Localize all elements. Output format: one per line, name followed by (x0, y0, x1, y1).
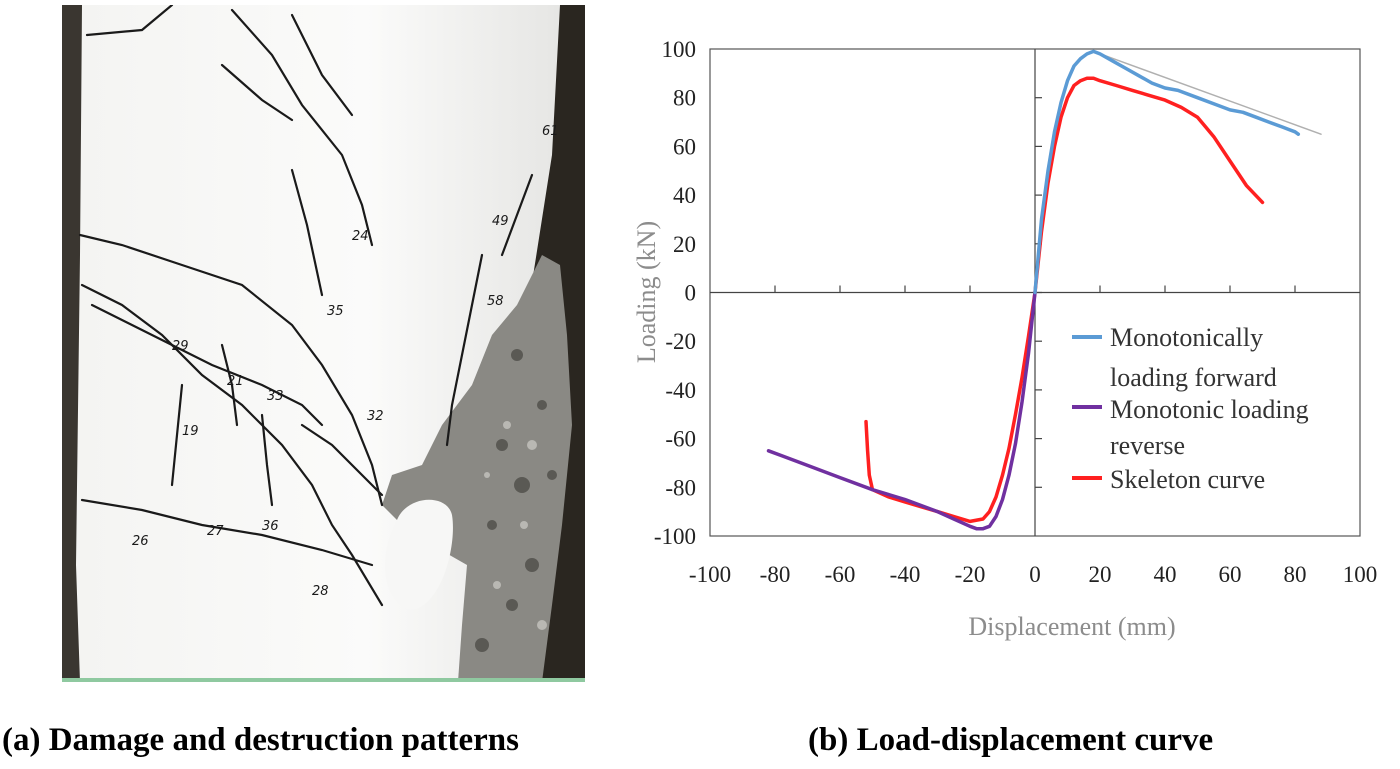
caption-damage-patterns: (a) Damage and destruction patterns (2, 722, 519, 758)
crushed-concrete (382, 255, 572, 682)
svg-text:21: 21 (227, 374, 244, 389)
y-tick-label: -100 (654, 524, 696, 549)
svg-text:24: 24 (352, 229, 369, 244)
x-axis-title: Displacement (mm) (968, 612, 1175, 641)
x-tick-label: 20 (1089, 562, 1112, 587)
x-tick-label: -60 (825, 562, 856, 587)
y-tick-label: 100 (662, 37, 697, 62)
svg-text:26: 26 (132, 534, 149, 549)
legend-label-skeleton: Skeleton curve (1110, 465, 1265, 494)
load-displacement-chart: -100 -80 -60 -40 -20 0 20 40 60 80 100 100 80 60 40 20 0… (632, 37, 1377, 641)
svg-text:58: 58 (487, 294, 504, 309)
x-tick-label: -20 (955, 562, 986, 587)
data-series (766, 49, 1322, 531)
svg-text:36: 36 (262, 519, 279, 534)
y-tick-label: 0 (685, 281, 697, 306)
legend: Monotonically loading forward Monotonic … (1072, 323, 1309, 494)
x-tick-label: 80 (1284, 562, 1307, 587)
y-tick-label: 60 (673, 134, 696, 159)
svg-text:27: 27 (207, 524, 224, 539)
legend-label-reverse-line1: Monotonic loading (1110, 395, 1309, 424)
y-tick-label: -60 (665, 427, 696, 452)
svg-text:29: 29 (172, 339, 189, 354)
y-tick-label: -20 (665, 329, 696, 354)
y-tick-label: -80 (665, 475, 696, 500)
series-line-skeleton-curve (864, 76, 1265, 524)
x-tick-label: 100 (1343, 562, 1378, 587)
y-axis-title: Loading (kN) (632, 221, 661, 363)
svg-text:61: 61 (542, 124, 559, 139)
y-tick-label: 80 (673, 86, 696, 111)
x-tick-label: 40 (1154, 562, 1177, 587)
y-tick-label: 40 (673, 183, 696, 208)
series-line-monotonic-loading-reverse (766, 290, 1037, 531)
tick-labels: -100 -80 -60 -40 -20 0 20 40 60 80 100 100 80 60 40 20 0… (654, 37, 1377, 587)
svg-text:35: 35 (327, 304, 344, 319)
x-tick-label: -80 (760, 562, 791, 587)
x-tick-label: -100 (689, 562, 731, 587)
y-tick-label: 20 (673, 232, 696, 257)
svg-text:19: 19 (182, 424, 199, 439)
y-tick-label: -40 (665, 378, 696, 403)
legend-label-reverse-line2: reverse (1110, 431, 1185, 460)
svg-text:33: 33 (267, 389, 284, 404)
series-line-envelope-reference-line (1092, 50, 1322, 135)
caption-load-displacement: (b) Load-displacement curve (808, 722, 1214, 758)
x-tick-label: -40 (890, 562, 921, 587)
legend-label-forward-line1: Monotonically (1110, 323, 1263, 352)
svg-text:32: 32 (367, 409, 384, 424)
specimen-damage-photo: 24 35 49 58 61 29 21 19 26 27 33 36 28 3… (62, 5, 585, 682)
series-line-monotonically-loading-forward (1033, 49, 1301, 295)
x-tick-label: 0 (1029, 562, 1041, 587)
legend-label-forward-line2: loading forward (1110, 363, 1277, 392)
x-tick-label: 60 (1219, 562, 1242, 587)
svg-text:28: 28 (312, 584, 329, 599)
svg-text:49: 49 (492, 214, 509, 229)
